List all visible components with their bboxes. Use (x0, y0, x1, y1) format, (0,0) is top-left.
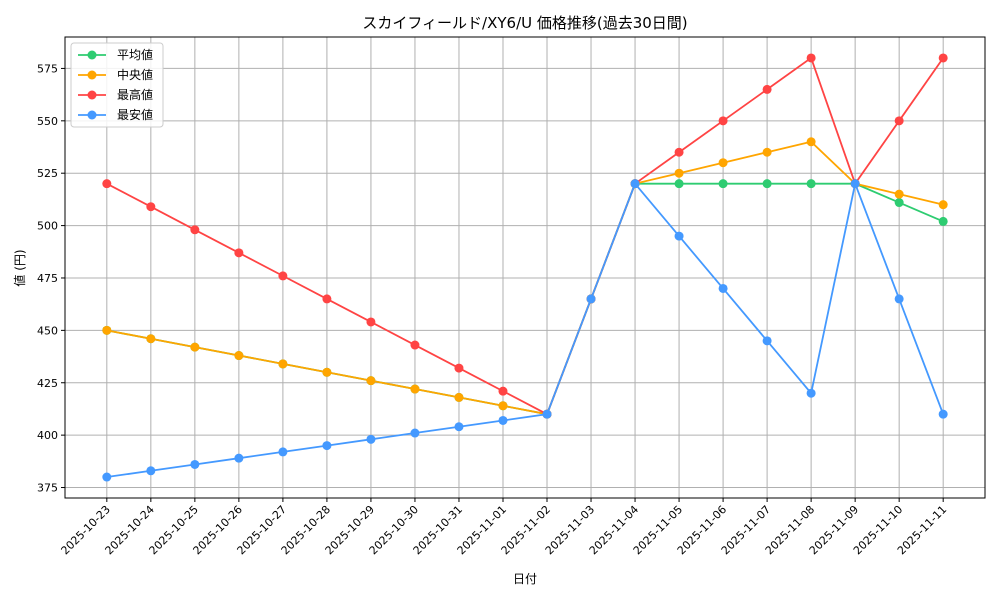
data-point (542, 409, 552, 419)
data-point (762, 147, 772, 157)
series-line (106, 182, 944, 416)
data-point (454, 422, 464, 432)
data-point (102, 472, 112, 482)
y-tick-label: 525 (37, 167, 58, 180)
data-point (366, 317, 376, 327)
data-point (146, 202, 156, 212)
data-point (146, 334, 156, 344)
series-line (106, 140, 944, 416)
data-point (322, 441, 332, 451)
data-point (762, 84, 772, 94)
data-point (454, 392, 464, 402)
y-axis-label: 値 (円) (12, 249, 27, 286)
chart-title: スカイフィールド/XY6/U 価格推移(過去30日間) (362, 14, 687, 32)
data-point (234, 248, 244, 258)
data-point (410, 384, 420, 394)
y-tick-label: 550 (37, 115, 58, 128)
data-point (410, 428, 420, 438)
legend-label: 最安値 (117, 107, 153, 122)
data-point (498, 386, 508, 396)
data-point (718, 116, 728, 126)
series-2 (102, 53, 948, 419)
data-point (454, 363, 464, 373)
data-point (718, 158, 728, 168)
legend-label: 中央値 (117, 67, 153, 82)
data-point (806, 388, 816, 398)
y-tick-label: 500 (37, 220, 58, 233)
data-point (278, 359, 288, 369)
data-point (938, 200, 948, 210)
series-line (106, 180, 945, 478)
legend-label: 平均値 (117, 47, 153, 62)
legend-label: 最高値 (117, 87, 153, 102)
legend-marker (87, 110, 97, 120)
data-point (894, 294, 904, 304)
data-point (630, 179, 640, 189)
data-point (762, 179, 772, 189)
data-point (234, 453, 244, 463)
y-tick-label: 575 (37, 62, 58, 75)
data-point (586, 294, 596, 304)
data-point (278, 447, 288, 457)
data-point (938, 53, 948, 63)
data-point (894, 189, 904, 199)
data-point (190, 459, 200, 469)
y-tick-label: 375 (37, 482, 58, 495)
data-point (850, 179, 860, 189)
data-point (718, 283, 728, 293)
series-line (106, 56, 944, 416)
data-point (674, 179, 684, 189)
data-point (366, 376, 376, 386)
data-point (190, 342, 200, 352)
data-point (234, 351, 244, 361)
series-group (102, 53, 948, 482)
y-axis: 375 400 425 450 475 500 525 550 575 (37, 62, 65, 495)
legend-marker (87, 50, 97, 60)
y-tick-label: 425 (37, 377, 58, 390)
data-point (674, 231, 684, 241)
data-point (894, 116, 904, 126)
data-point (190, 225, 200, 235)
data-point (102, 325, 112, 335)
data-point (366, 434, 376, 444)
data-point (278, 271, 288, 281)
data-point (806, 53, 816, 63)
x-axis-label: 日付 (513, 572, 537, 586)
data-point (806, 137, 816, 147)
data-point (718, 179, 728, 189)
plot-frame (64, 36, 986, 499)
y-tick-label: 475 (37, 272, 58, 285)
grid (65, 37, 985, 498)
data-point (322, 367, 332, 377)
data-point (894, 198, 904, 208)
data-point (498, 401, 508, 411)
data-point (674, 147, 684, 157)
data-point (938, 409, 948, 419)
data-point (674, 168, 684, 178)
data-point (410, 340, 420, 350)
data-point (146, 466, 156, 476)
data-point (498, 415, 508, 425)
data-point (322, 294, 332, 304)
data-point (806, 179, 816, 189)
legend-marker (87, 90, 97, 100)
series-3 (102, 179, 948, 482)
legend-box (70, 42, 164, 128)
y-tick-label: 400 (37, 429, 58, 442)
data-point (938, 216, 948, 226)
legend-marker (87, 70, 97, 80)
data-point (762, 336, 772, 346)
data-point (102, 179, 112, 189)
x-axis: 2025-10-232025-10-242025-10-252025-10-26… (59, 498, 949, 557)
y-tick-label: 450 (37, 324, 58, 337)
